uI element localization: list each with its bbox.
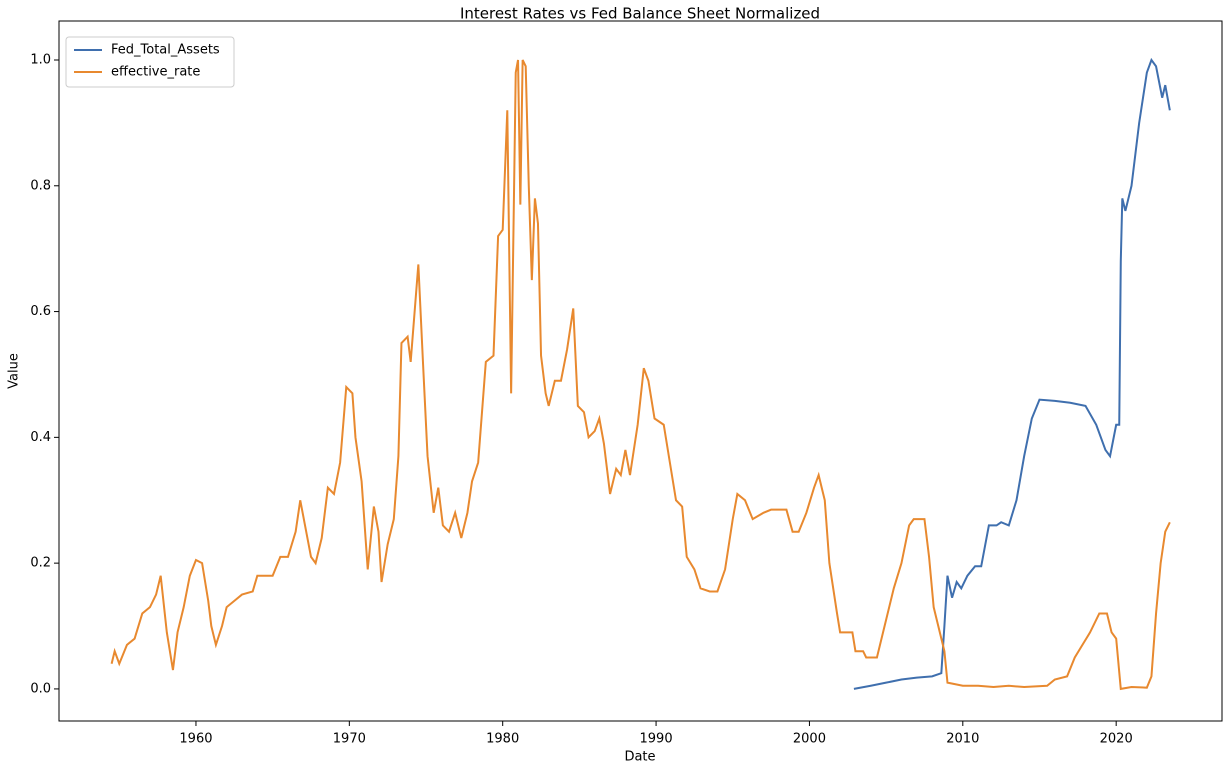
y-axis-label: Value bbox=[7, 353, 22, 389]
data-line bbox=[853, 57, 1171, 690]
y-tick-label: 0.8 bbox=[30, 178, 51, 193]
legend-label: effective_rate bbox=[111, 65, 200, 80]
legend-label: Fed_Total_Assets bbox=[111, 43, 220, 58]
x-tick-label: 1980 bbox=[486, 732, 519, 747]
y-tick-label: 0.2 bbox=[30, 556, 51, 571]
x-tick-label: 1970 bbox=[333, 732, 366, 747]
x-axis-label: Date bbox=[624, 750, 655, 765]
x-tick-label: 1960 bbox=[179, 732, 212, 747]
plot-frame bbox=[58, 20, 1223, 722]
y-tick-label: 1.0 bbox=[30, 52, 51, 67]
x-tick-label: 2020 bbox=[1100, 732, 1133, 747]
x-tick-label: 1990 bbox=[640, 732, 673, 747]
y-tick-label: 0.0 bbox=[30, 681, 51, 696]
y-tick-label: 0.4 bbox=[30, 430, 51, 445]
x-tick-label: 2000 bbox=[793, 732, 826, 747]
x-tick-label: 2010 bbox=[946, 732, 979, 747]
data-line bbox=[110, 59, 1171, 691]
chart-title: Interest Rates vs Fed Balance Sheet Norm… bbox=[460, 5, 820, 23]
y-tick-label: 0.6 bbox=[30, 304, 51, 319]
legend-box bbox=[65, 36, 235, 88]
